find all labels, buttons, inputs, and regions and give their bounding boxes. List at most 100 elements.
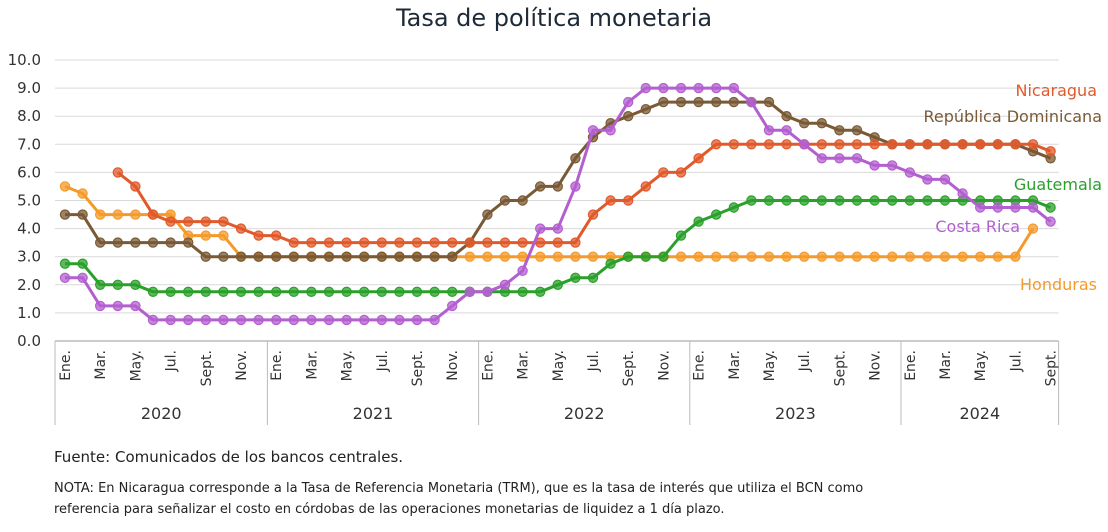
y-tick-label: 6.0: [17, 163, 41, 181]
data-point: [288, 286, 299, 297]
data-point: [675, 251, 687, 262]
data-point: [464, 237, 475, 248]
data-point: [218, 251, 229, 262]
data-point: [640, 103, 652, 115]
data-point: [728, 202, 740, 213]
data-point: [130, 237, 141, 248]
data-point: [552, 223, 564, 234]
x-tick-label: Sept.: [1044, 350, 1060, 386]
data-point: [271, 314, 282, 326]
series-costa-rica: [59, 82, 1056, 326]
data-point: [376, 286, 387, 297]
data-point: [939, 139, 951, 150]
data-point: [587, 209, 599, 220]
data-point: [182, 314, 194, 326]
data-point: [816, 153, 828, 164]
data-point: [253, 314, 264, 326]
data-point: [975, 251, 986, 262]
data-point: [816, 139, 828, 150]
data-point: [464, 251, 475, 262]
data-point: [235, 314, 247, 326]
year-label: 2021: [353, 404, 394, 423]
data-point: [570, 181, 581, 192]
data-point: [447, 300, 458, 312]
x-tick-label: Mar.: [304, 350, 320, 380]
data-point: [904, 139, 916, 150]
data-point: [887, 139, 898, 150]
data-point: [253, 286, 264, 297]
note-text: NOTA: En Nicaragua corresponde a la Tasa…: [54, 478, 1054, 520]
data-point: [77, 258, 88, 269]
data-point: [781, 251, 792, 262]
data-point: [517, 286, 528, 297]
x-tick-label: Sept.: [832, 350, 848, 386]
data-point: [658, 167, 669, 178]
data-point: [640, 181, 652, 192]
data-point: [359, 251, 370, 262]
y-tick-label: 7.0: [17, 135, 41, 153]
note-line-2: referencia para señalizar el costo en có…: [54, 502, 725, 517]
data-point: [253, 230, 264, 241]
data-point: [429, 314, 440, 326]
data-point: [112, 209, 124, 220]
x-tick-label: Nov.: [868, 350, 884, 381]
data-point: [605, 195, 616, 206]
data-point: [1045, 202, 1056, 213]
data-point: [130, 279, 141, 290]
data-point: [482, 286, 493, 297]
data-point: [552, 237, 564, 248]
x-tick-label: Nov.: [656, 350, 672, 381]
x-tick-label: Ene.: [692, 350, 708, 381]
data-point: [394, 251, 405, 262]
data-point: [711, 82, 722, 94]
data-point: [834, 139, 845, 150]
data-point: [200, 314, 211, 326]
data-point: [200, 216, 211, 227]
data-point: [869, 195, 880, 206]
x-tick-label: May.: [551, 350, 567, 381]
data-point: [235, 251, 247, 262]
data-point: [763, 195, 775, 206]
data-point: [922, 195, 933, 206]
data-point: [535, 286, 546, 297]
data-point: [992, 202, 1004, 213]
data-point: [323, 251, 335, 262]
data-point: [482, 251, 493, 262]
data-point: [693, 251, 704, 262]
data-point: [922, 139, 933, 150]
data-point: [869, 160, 880, 171]
line-chart: 0.0 1.0 2.0 3.0 4.0 5.0 6.0 7.0 8.0 9.0 10.0 2020 20…: [8, 51, 1102, 425]
data-point: [675, 230, 687, 241]
data-point: [675, 82, 687, 94]
data-point: [552, 251, 564, 262]
data-point: [605, 258, 616, 269]
data-point: [323, 314, 335, 326]
data-point: [218, 230, 229, 241]
series-nicaragua: [112, 139, 1056, 248]
series-label: Costa Rica: [935, 217, 1020, 236]
data-point: [165, 286, 176, 297]
data-point: [728, 251, 740, 262]
data-point: [869, 139, 880, 150]
data-point: [834, 153, 845, 164]
data-point: [94, 279, 106, 290]
data-point: [517, 237, 528, 248]
x-tick-label: Ene.: [480, 350, 496, 381]
data-point: [59, 272, 71, 283]
y-tick-label: 10.0: [8, 51, 41, 69]
data-point: [675, 167, 687, 178]
data-point: [411, 251, 423, 262]
data-point: [781, 139, 792, 150]
data-point: [904, 251, 916, 262]
data-point: [218, 314, 229, 326]
data-point: [535, 181, 546, 192]
data-point: [570, 272, 581, 283]
data-point: [746, 251, 757, 262]
data-point: [235, 223, 247, 234]
data-point: [94, 209, 106, 220]
data-point: [763, 251, 775, 262]
x-tick-label: Mar.: [516, 350, 532, 380]
data-point: [535, 223, 546, 234]
data-point: [77, 188, 88, 199]
note-line-1: NOTA: En Nicaragua corresponde a la Tasa…: [54, 481, 864, 496]
